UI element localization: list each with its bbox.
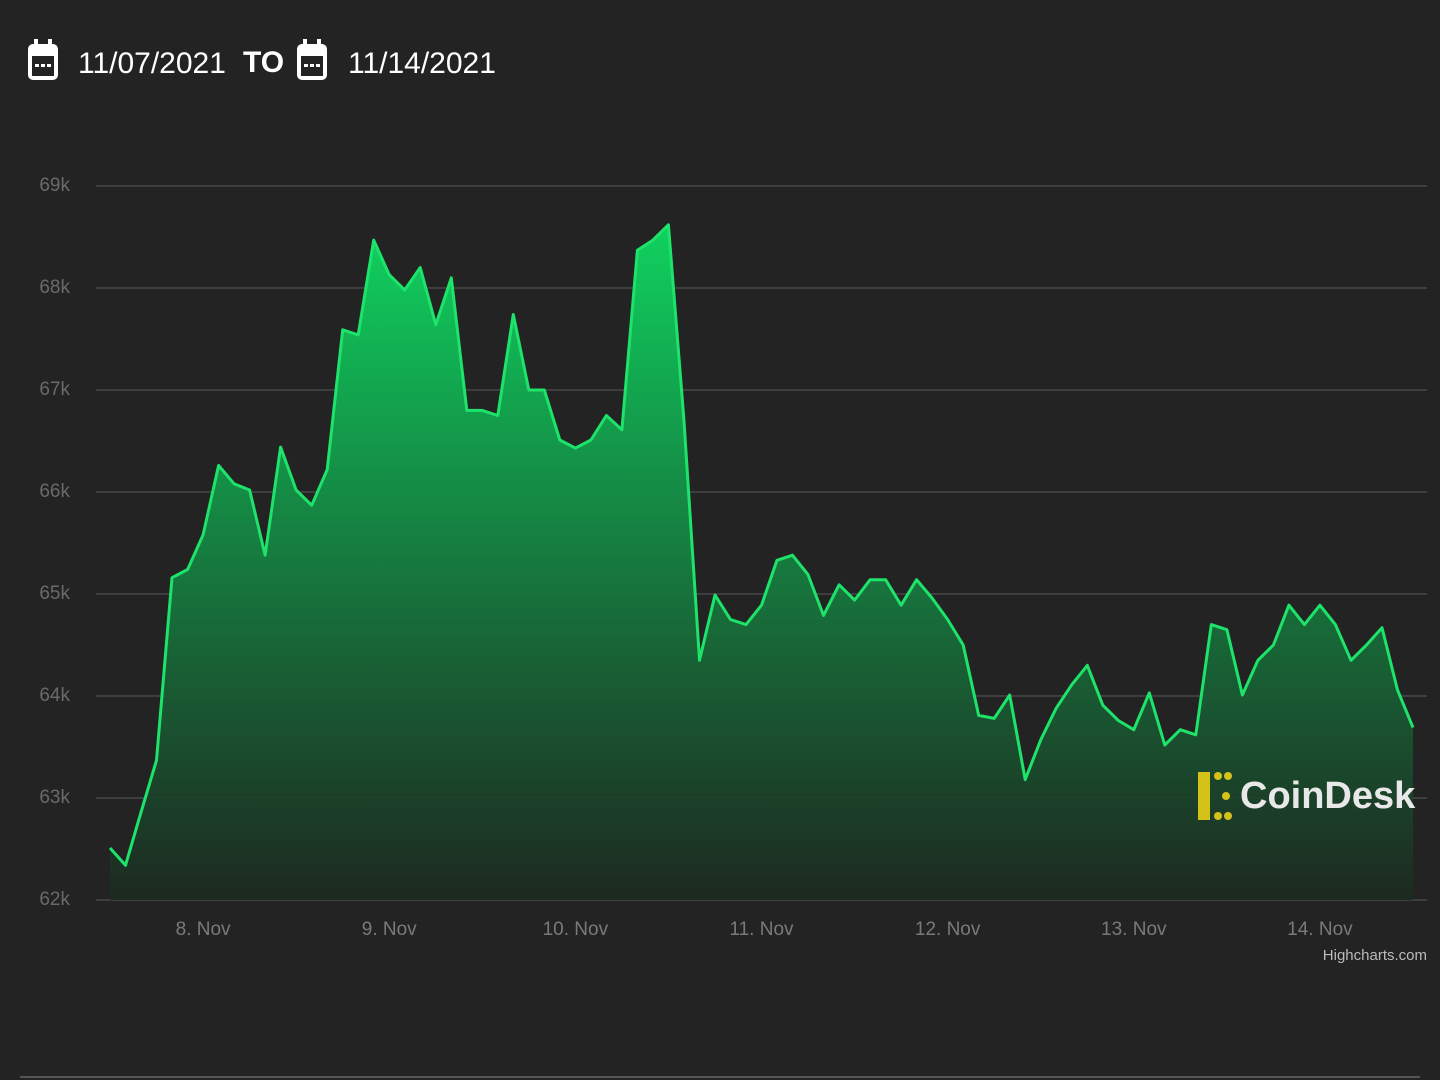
x-tick-label: 10. Nov [543,919,609,940]
start-date[interactable]: 11/07/2021 [78,47,226,80]
to-label: TO [243,46,284,79]
x-tick-label: 14. Nov [1287,919,1353,940]
y-tick-label: 64k [39,685,70,706]
coindesk-logo [1198,772,1232,820]
price-line [108,223,1415,867]
credit[interactable]: Highcharts.com [1323,947,1427,964]
x-tick-label: 12. Nov [915,919,981,940]
y-tick-label: 65k [39,583,70,604]
y-tick-label: 67k [39,379,70,400]
x-tick-label: 8. Nov [176,919,231,940]
end-date[interactable]: 11/14/2021 [348,47,496,80]
x-tick-label: 13. Nov [1101,919,1167,940]
watermark: CoinDesk [1240,775,1416,817]
x-tick-label: 11. Nov [729,919,794,940]
y-tick-label: 68k [39,277,70,298]
y-tick-label: 66k [39,481,70,502]
plot: 62k 63k 64k 65k 66k 67k 68k 69k 8. Nov 9. Nov 10. … [39,175,1427,940]
calendar-icon [297,39,327,80]
y-tick-label: 62k [39,889,70,910]
y-tick-label: 63k [39,787,70,808]
calendar-icon [28,39,58,80]
y-tick-label: 69k [39,175,70,196]
x-tick-label: 9. Nov [362,919,417,940]
area-fill [110,224,1413,901]
